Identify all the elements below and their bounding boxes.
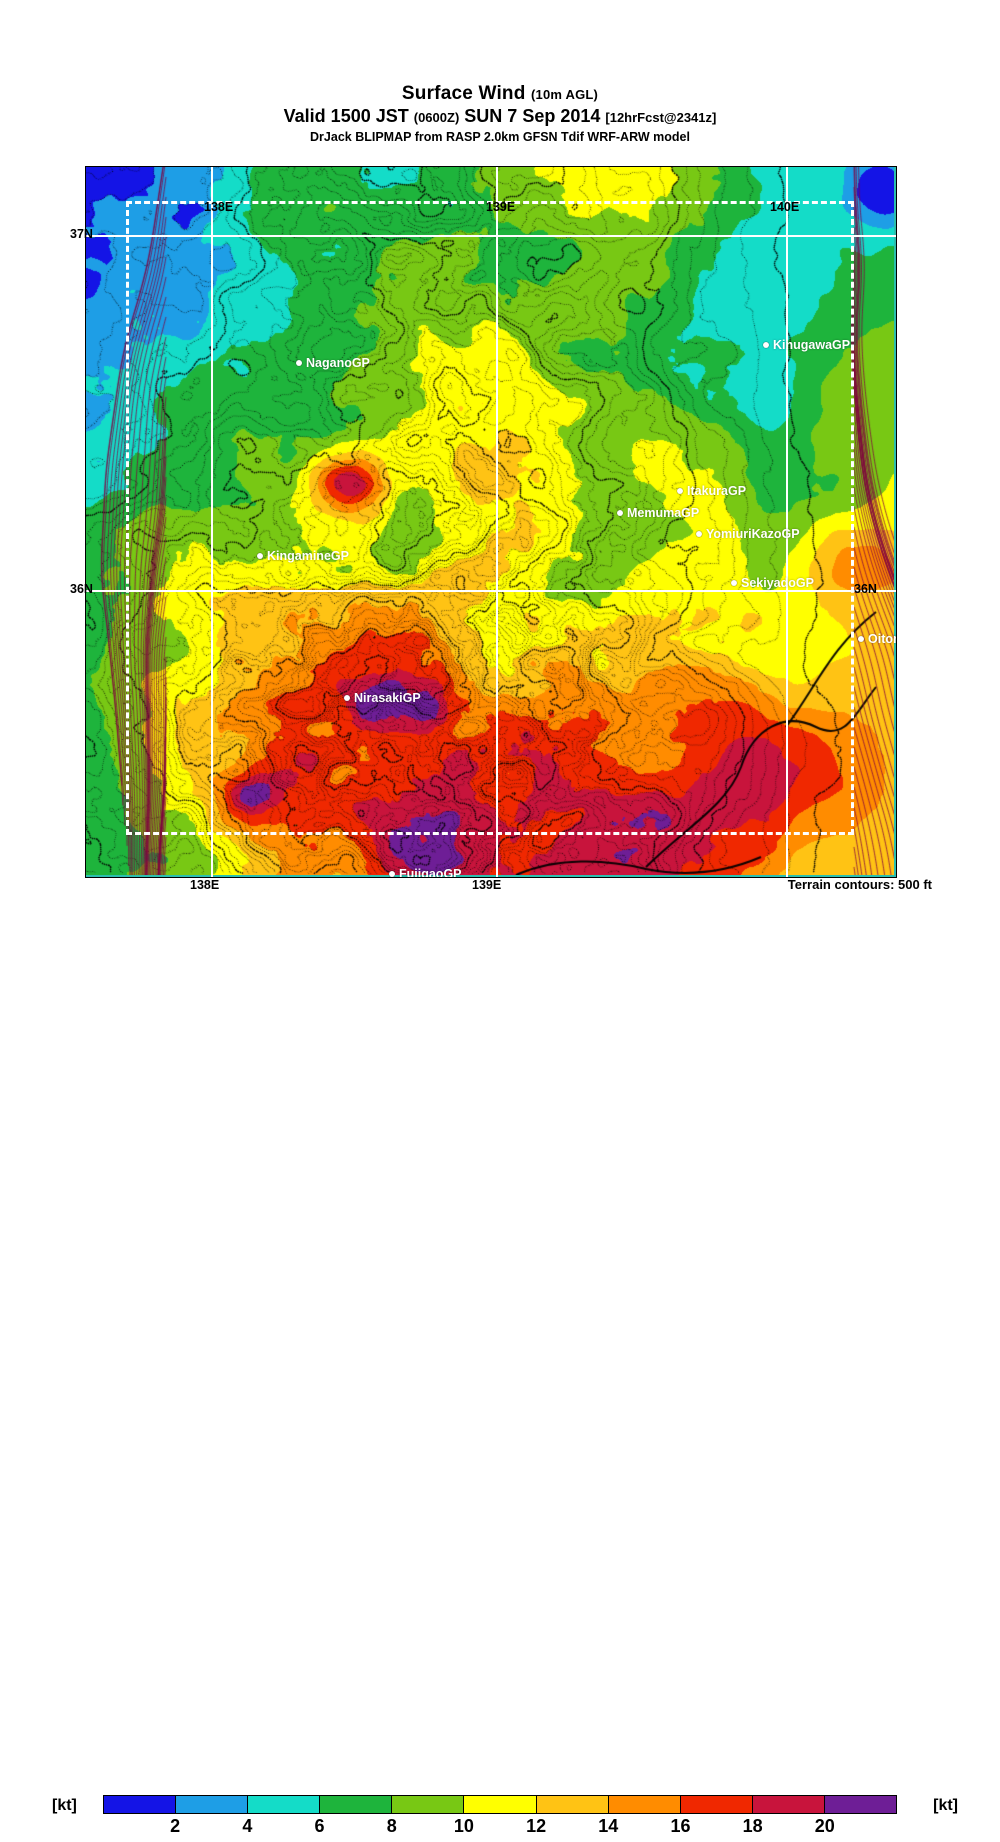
station-dot-icon	[858, 636, 864, 642]
model-source-line: DrJack BLIPMAP from RASP 2.0km GFSN Tdif…	[310, 130, 690, 144]
wind-speed-raster	[86, 167, 894, 875]
terrain-contour-note: Terrain contours: 500 ft	[787, 877, 932, 892]
station-dot-icon	[296, 360, 302, 366]
station-dot-icon	[344, 695, 350, 701]
colorbar-band-6-8	[319, 1796, 392, 1813]
station-marker-memumagp[interactable]: MemumaGP	[617, 506, 699, 520]
station-dot-icon	[389, 871, 395, 877]
colorbar-band-14-16	[607, 1796, 680, 1813]
grid-label-36n-right: 36N	[854, 582, 877, 596]
station-label: YomiuriKazoGP	[706, 527, 800, 541]
station-marker-nirasakigp[interactable]: NirasakiGP	[344, 691, 421, 705]
gridline-lon-140e	[786, 167, 788, 877]
station-marker-kingaminegp[interactable]: KingamineGP	[257, 549, 349, 563]
grid-label-139e-top: 139E	[486, 200, 516, 214]
colorbar-band-0-2	[104, 1796, 176, 1813]
station-marker-fujigaogp[interactable]: FujigaoGP	[389, 867, 462, 878]
gridline-lat-36n	[86, 590, 896, 592]
station-label: NaganoGP	[306, 356, 370, 370]
station-dot-icon	[731, 580, 737, 586]
colorbar-band-12-14	[535, 1796, 608, 1813]
valid-prefix: Valid 1500 JST	[283, 106, 409, 126]
colorbar-band-10-12	[463, 1796, 536, 1813]
grid-label-140e-top: 140E	[770, 200, 800, 214]
colorbar-tick-6: 6	[314, 1816, 325, 1836]
gridline-lon-139e	[496, 167, 498, 877]
model-domain-boundary	[126, 201, 854, 835]
station-marker-itakuragp[interactable]: ItakuraGP	[677, 484, 746, 498]
valid-time-line: Valid 1500 JST (0600Z) SUN 7 Sep 2014 [1…	[0, 106, 1000, 128]
colorbar-band-16-18	[679, 1796, 752, 1813]
station-label: FujigaoGP	[399, 867, 462, 878]
colorbar-tick-16: 16	[670, 1816, 691, 1836]
station-dot-icon	[763, 342, 769, 348]
station-label: KingamineGP	[267, 549, 349, 563]
station-label: Oitone	[868, 632, 896, 646]
page-title: Surface Wind (10m AGL)	[0, 84, 1000, 105]
colorbar-tick-labels: 2 4 6 8 10 12 14 16 18 20	[103, 1816, 897, 1842]
station-dot-icon	[696, 531, 702, 537]
station-label: KinugawaGP	[773, 338, 851, 352]
station-label: MemumaGP	[627, 506, 700, 520]
title-level: (10m AGL)	[531, 87, 599, 102]
gridline-lon-138e	[211, 167, 213, 877]
axis-label-37n-left: 37N	[70, 227, 93, 241]
colorbar-band-4-6	[247, 1796, 320, 1813]
station-marker-sekiyadogp[interactable]: SekiyadoGP	[731, 576, 814, 590]
station-label: SekiyadoGP	[741, 576, 814, 590]
forecast-tag: [12hrFcst@2341z]	[605, 110, 717, 125]
colorbar-legend: [kt] [kt] 2 4 6 8 10 12 14 16 18 20	[0, 896, 1000, 1836]
colorbar-tick-4: 4	[242, 1816, 253, 1836]
colorbar-band-20-22	[823, 1796, 897, 1813]
colorbar-tick-20: 20	[814, 1816, 835, 1836]
station-marker-yomiurikazogp[interactable]: YomiuriKazoGP	[696, 527, 800, 541]
colorbar-band-2-4	[175, 1796, 248, 1813]
colorbar-tick-14: 14	[598, 1816, 619, 1836]
station-dot-icon	[677, 488, 683, 494]
colorbar-tick-10: 10	[453, 1816, 474, 1836]
weather-map[interactable]: 138E 139E 140E 36N NaganoGP KinugawaGP Ita…	[85, 166, 897, 878]
gridline-lat-37n	[86, 235, 896, 237]
station-label: ItakuraGP	[687, 484, 747, 498]
colorbar-unit-left: [kt]	[52, 1797, 77, 1814]
station-marker-kinugawagp[interactable]: KinugawaGP	[763, 338, 850, 352]
colorbar-band-18-20	[751, 1796, 824, 1813]
station-label: NirasakiGP	[354, 691, 421, 705]
colorbar-tick-18: 18	[742, 1816, 763, 1836]
colorbar-tick-12: 12	[526, 1816, 547, 1836]
axis-label-138e-bottom: 138E	[190, 878, 220, 892]
colorbar-tick-2: 2	[170, 1816, 181, 1836]
axis-label-139e-bottom: 139E	[472, 878, 502, 892]
valid-date: SUN 7 Sep 2014	[464, 106, 601, 126]
valid-utc: (0600Z)	[413, 110, 460, 125]
colorbar-tick-8: 8	[386, 1816, 397, 1836]
title-block: Surface Wind (10m AGL) Valid 1500 JST (0…	[0, 84, 1000, 145]
colorbar-unit-right: [kt]	[933, 1797, 958, 1814]
station-dot-icon	[257, 553, 263, 559]
station-marker-naganogp[interactable]: NaganoGP	[296, 356, 370, 370]
grid-label-138e-top: 138E	[204, 200, 234, 214]
station-dot-icon	[617, 510, 623, 516]
axis-label-36n-left: 36N	[70, 582, 93, 596]
colorbar-band-8-10	[391, 1796, 464, 1813]
colorbar-swatches[interactable]	[103, 1795, 897, 1814]
station-marker-oitone[interactable]: Oitone	[858, 632, 896, 646]
title-main: Surface Wind	[401, 83, 526, 104]
